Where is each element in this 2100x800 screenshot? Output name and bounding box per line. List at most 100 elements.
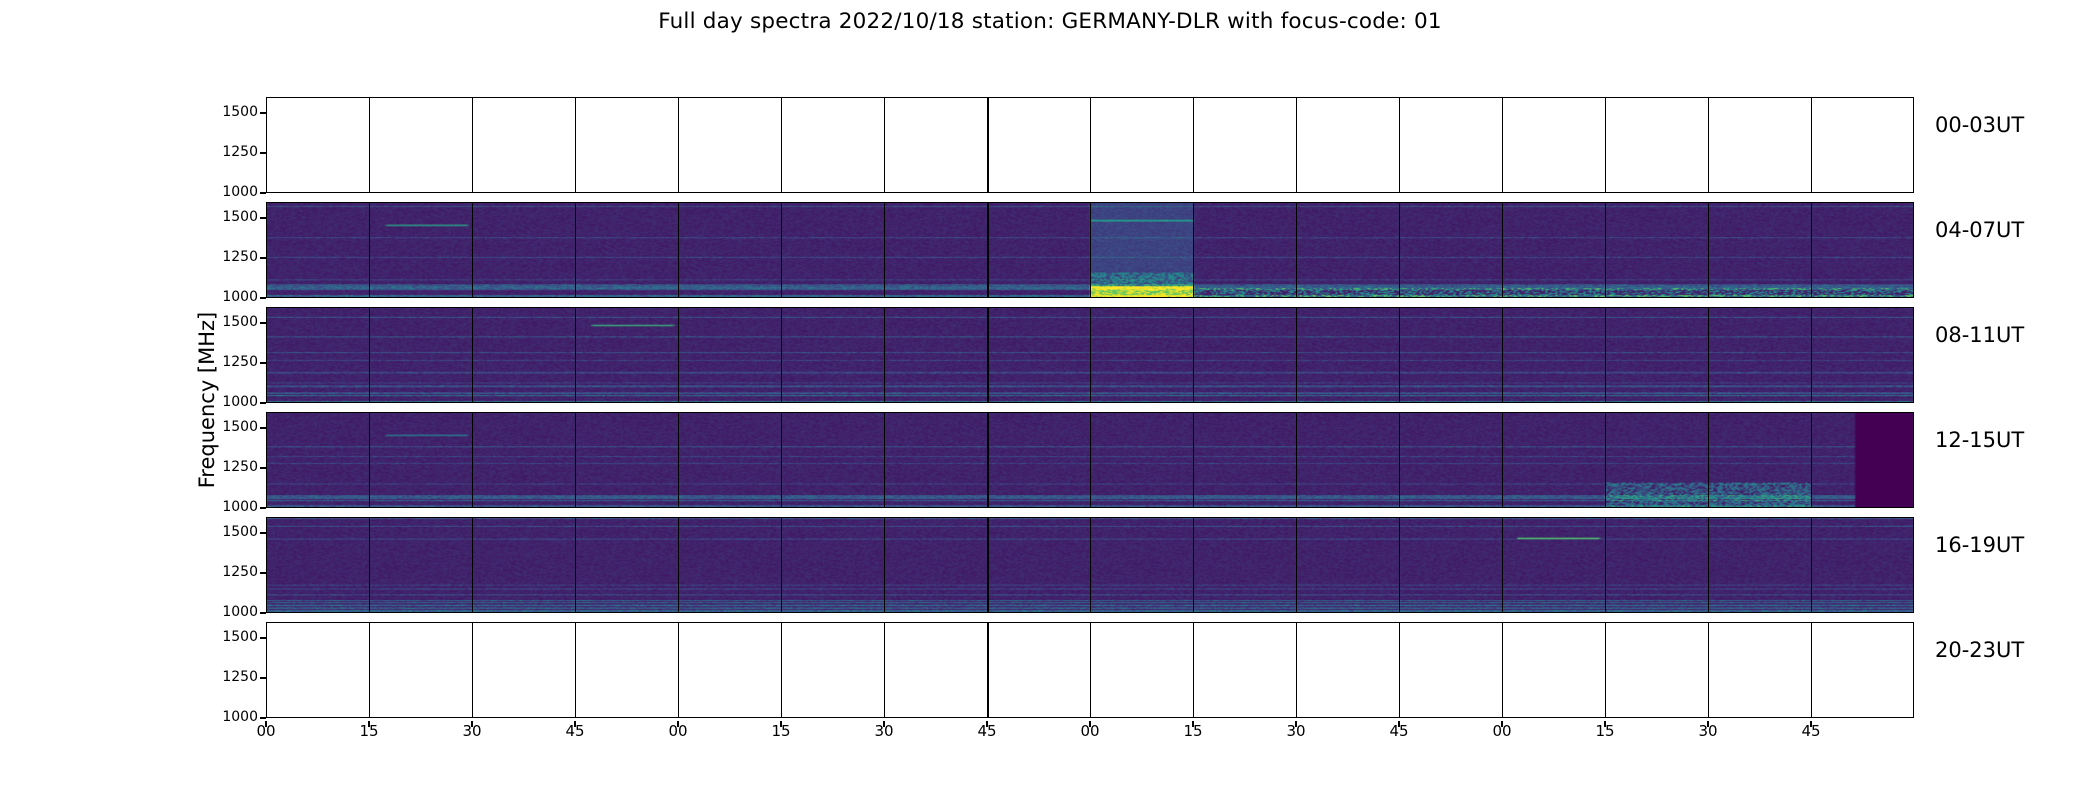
segment-divider bbox=[678, 412, 679, 508]
x-tick-label: 15 bbox=[1595, 722, 1615, 740]
segment-divider bbox=[369, 202, 370, 298]
segment-divider bbox=[1811, 307, 1812, 403]
segment-divider bbox=[781, 622, 782, 718]
x-tick bbox=[780, 721, 782, 727]
chart-title: Full day spectra 2022/10/18 station: GER… bbox=[658, 9, 1442, 34]
segment-divider bbox=[1193, 517, 1194, 613]
segment-divider bbox=[1708, 622, 1709, 718]
segment-divider bbox=[1399, 97, 1400, 193]
segment-divider bbox=[472, 97, 473, 193]
segment-divider bbox=[781, 412, 782, 508]
segment-divider bbox=[472, 412, 473, 508]
segment-divider bbox=[1605, 412, 1606, 508]
y-tick-label: 1000 bbox=[222, 289, 258, 305]
segment-divider bbox=[1502, 307, 1503, 403]
x-tick-label: 00 bbox=[668, 722, 688, 740]
x-tick-label: 00 bbox=[1492, 722, 1512, 740]
segment-divider bbox=[781, 97, 782, 193]
segment-divider bbox=[369, 622, 370, 718]
segment-divider bbox=[1399, 307, 1400, 403]
segment-divider bbox=[678, 202, 679, 298]
x-tick-label: 15 bbox=[1183, 722, 1203, 740]
x-tick bbox=[1192, 721, 1194, 727]
segment-divider bbox=[1399, 622, 1400, 718]
y-tick-label: 1500 bbox=[222, 314, 258, 330]
segment-divider bbox=[678, 622, 679, 718]
y-tick-label: 1500 bbox=[222, 629, 258, 645]
segment-divider bbox=[1193, 307, 1194, 403]
segment-divider bbox=[575, 622, 576, 718]
y-tick bbox=[260, 152, 266, 154]
segment-divider bbox=[987, 202, 989, 298]
segment-divider bbox=[1502, 412, 1503, 508]
segment-divider bbox=[369, 307, 370, 403]
segment-divider bbox=[1296, 622, 1297, 718]
panel-label: 20-23UT bbox=[1935, 638, 2025, 662]
y-tick bbox=[260, 217, 266, 219]
segment-divider bbox=[1090, 412, 1091, 508]
y-tick bbox=[260, 532, 266, 534]
segment-divider bbox=[1605, 517, 1606, 613]
segment-divider bbox=[472, 622, 473, 718]
y-tick bbox=[260, 192, 266, 194]
segment-divider bbox=[987, 517, 989, 613]
segment-divider bbox=[1811, 202, 1812, 298]
y-tick-label: 1250 bbox=[222, 564, 258, 580]
segment-divider bbox=[575, 97, 576, 193]
y-tick-label: 1000 bbox=[222, 604, 258, 620]
segment-divider bbox=[1090, 97, 1091, 193]
segment-divider bbox=[1708, 412, 1709, 508]
segment-divider bbox=[575, 412, 576, 508]
panel-label: 04-07UT bbox=[1935, 218, 2025, 242]
segment-divider bbox=[1811, 622, 1812, 718]
segment-divider bbox=[369, 97, 370, 193]
y-tick bbox=[260, 362, 266, 364]
segment-divider bbox=[1296, 307, 1297, 403]
panel-label: 00-03UT bbox=[1935, 113, 2025, 137]
segment-divider bbox=[575, 307, 576, 403]
segment-divider bbox=[369, 412, 370, 508]
segment-divider bbox=[884, 622, 885, 718]
x-tick bbox=[1707, 721, 1709, 727]
segment-divider bbox=[1708, 202, 1709, 298]
segment-divider bbox=[1605, 622, 1606, 718]
segment-divider bbox=[1090, 202, 1091, 298]
x-tick-label: 45 bbox=[565, 722, 585, 740]
x-tick bbox=[1398, 721, 1400, 727]
segment-divider bbox=[472, 517, 473, 613]
x-tick-label: 30 bbox=[462, 722, 482, 740]
x-tick bbox=[368, 721, 370, 727]
segment-divider bbox=[987, 307, 989, 403]
x-tick-label: 00 bbox=[256, 722, 276, 740]
segment-divider bbox=[369, 517, 370, 613]
y-tick-label: 1000 bbox=[222, 709, 258, 725]
x-tick bbox=[986, 721, 988, 727]
y-tick bbox=[260, 257, 266, 259]
segment-divider bbox=[1502, 202, 1503, 298]
segment-divider bbox=[1193, 412, 1194, 508]
x-tick bbox=[265, 721, 267, 727]
y-tick-label: 1000 bbox=[222, 184, 258, 200]
x-tick bbox=[1810, 721, 1812, 727]
segment-divider bbox=[1399, 517, 1400, 613]
segment-divider bbox=[1811, 517, 1812, 613]
x-tick-label: 45 bbox=[977, 722, 997, 740]
x-tick bbox=[883, 721, 885, 727]
segment-divider bbox=[1708, 517, 1709, 613]
y-tick-label: 1000 bbox=[222, 499, 258, 515]
panel-label: 16-19UT bbox=[1935, 533, 2025, 557]
segment-divider bbox=[472, 307, 473, 403]
y-tick-label: 1250 bbox=[222, 354, 258, 370]
y-tick bbox=[260, 677, 266, 679]
panel-label: 12-15UT bbox=[1935, 428, 2025, 452]
segment-divider bbox=[678, 517, 679, 613]
x-tick bbox=[471, 721, 473, 727]
segment-divider bbox=[987, 97, 989, 193]
y-tick bbox=[260, 637, 266, 639]
x-tick bbox=[1604, 721, 1606, 727]
segment-divider bbox=[1193, 202, 1194, 298]
segment-divider bbox=[1811, 97, 1812, 193]
x-tick-label: 45 bbox=[1801, 722, 1821, 740]
x-tick-label: 30 bbox=[1286, 722, 1306, 740]
